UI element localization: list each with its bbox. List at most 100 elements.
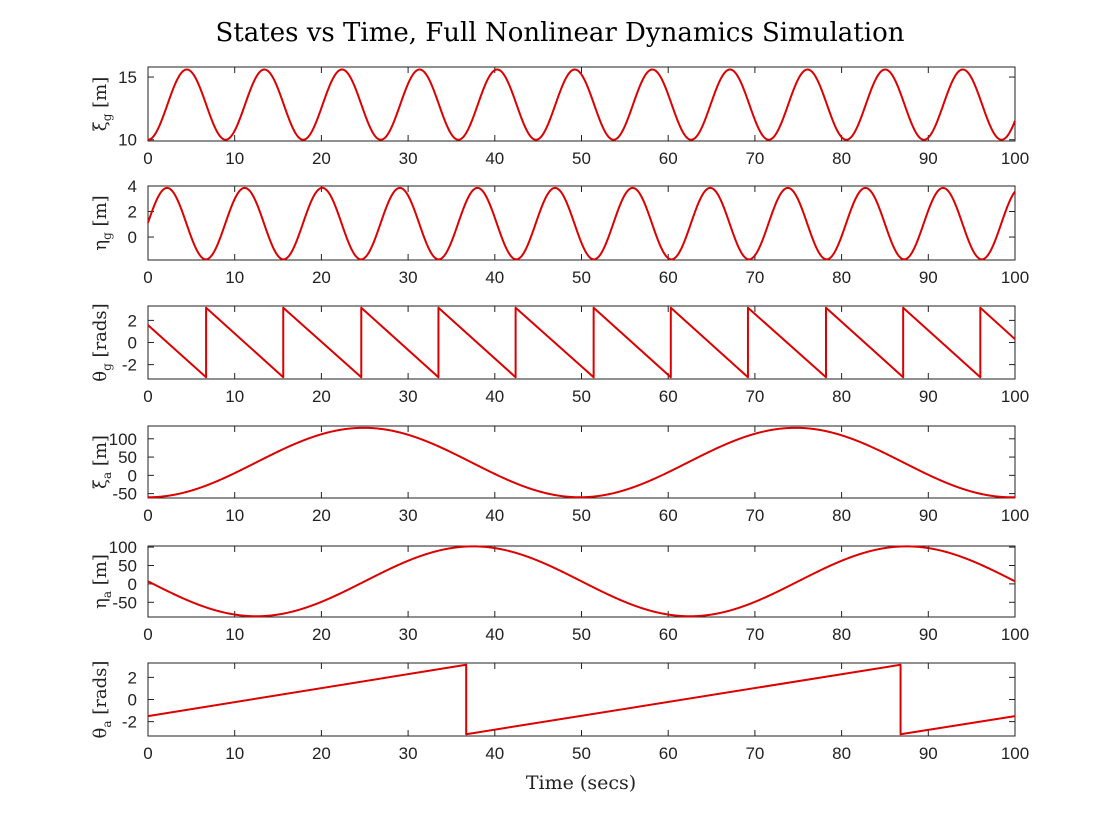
y-tick-label: 0: [128, 691, 137, 710]
y-tick-label: 50: [118, 556, 137, 575]
y-axis-label: ηa [m]: [90, 554, 114, 609]
x-tick-label: 50: [572, 506, 591, 525]
x-tick-label: 30: [399, 625, 418, 644]
y-axis-label: ξg [m]: [90, 77, 114, 131]
y-tick-label: 0: [128, 334, 137, 353]
x-tick-label: 70: [745, 625, 764, 644]
y-tick-label: 15: [118, 68, 137, 87]
x-tick-label: 90: [919, 744, 938, 763]
x-tick-label: 80: [832, 744, 851, 763]
y-tick-label: 50: [118, 448, 137, 467]
x-tick-label: 0: [143, 149, 152, 168]
x-tick-label: 50: [572, 625, 591, 644]
x-tick-label: 80: [832, 625, 851, 644]
x-tick-label: 20: [312, 149, 331, 168]
x-tick-label: 10: [225, 506, 244, 525]
x-tick-label: 70: [745, 268, 764, 287]
x-tick-label: 0: [143, 744, 152, 763]
x-tick-label: 70: [745, 744, 764, 763]
x-tick-label: 30: [399, 744, 418, 763]
x-tick-label: 80: [832, 268, 851, 287]
y-tick-label: 100: [109, 430, 137, 449]
x-tick-label: 60: [659, 506, 678, 525]
x-tick-label: 70: [745, 387, 764, 406]
subplot-4: 0 10 20 30 40 50 60 70 80 90 100-50050100ξa [m]: [90, 426, 1029, 525]
subplot-6: 0 10 20 30 40 50 60 70 80 90 100 -2 0 2 θa [rads]: [90, 661, 1029, 763]
x-tick-label: 0: [143, 268, 152, 287]
x-tick-label: 80: [832, 506, 851, 525]
x-tick-label: 30: [399, 506, 418, 525]
y-tick-label: 0: [128, 228, 137, 247]
x-tick-label: 10: [225, 268, 244, 287]
x-tick-label: 60: [659, 744, 678, 763]
y-tick-label: -2: [122, 356, 137, 375]
subplot-2: 0 10 20 30 40 50 60 70 80 90 100 0 2 4 ηg [m]: [90, 177, 1029, 287]
x-tick-label: 40: [485, 744, 504, 763]
x-tick-label: 90: [919, 387, 938, 406]
x-tick-label: 100: [1001, 268, 1029, 287]
x-tick-label: 40: [485, 149, 504, 168]
y-tick-label: 4: [128, 177, 137, 196]
x-tick-label: 20: [312, 625, 331, 644]
y-tick-label: 100: [109, 538, 137, 557]
x-tick-label: 60: [659, 268, 678, 287]
x-tick-label: 30: [399, 387, 418, 406]
x-tick-label: 100: [1001, 387, 1029, 406]
y-axis-label: θa [rads]: [90, 661, 114, 739]
subplot-3: 0 10 20 30 40 50 60 70 80 90 100 -2 0 2 θg [rads]: [90, 303, 1029, 406]
x-tick-label: 50: [572, 744, 591, 763]
x-tick-label: 50: [572, 149, 591, 168]
x-tick-label: 0: [143, 506, 152, 525]
y-tick-label: 2: [128, 203, 137, 222]
x-tick-label: 60: [659, 149, 678, 168]
y-tick-label: 0: [128, 466, 137, 485]
y-axis-label: ηg [m]: [90, 195, 114, 250]
x-tick-label: 20: [312, 268, 331, 287]
axes-frame: [148, 306, 1015, 379]
x-tick-label: 40: [485, 387, 504, 406]
x-tick-label: 30: [399, 268, 418, 287]
x-tick-label: 60: [659, 387, 678, 406]
x-tick-label: 60: [659, 625, 678, 644]
x-tick-label: 100: [1001, 149, 1029, 168]
x-tick-label: 70: [745, 506, 764, 525]
x-axis-label: Time (secs): [526, 772, 636, 794]
x-tick-label: 90: [919, 268, 938, 287]
x-tick-label: 90: [919, 625, 938, 644]
y-tick-label: -50: [112, 485, 137, 504]
y-tick-label: 2: [128, 668, 137, 687]
y-tick-label: 10: [118, 131, 137, 150]
x-tick-label: 100: [1001, 744, 1029, 763]
y-tick-label: -2: [122, 713, 137, 732]
x-tick-label: 20: [312, 744, 331, 763]
x-tick-label: 50: [572, 268, 591, 287]
x-tick-label: 0: [143, 625, 152, 644]
x-tick-label: 80: [832, 387, 851, 406]
axes-frame: [148, 663, 1015, 736]
x-tick-label: 40: [485, 506, 504, 525]
x-tick-label: 0: [143, 387, 152, 406]
axes-frame: [148, 67, 1015, 141]
x-tick-label: 80: [832, 149, 851, 168]
x-tick-label: 100: [1001, 506, 1029, 525]
y-tick-label: -50: [112, 593, 137, 612]
y-axis-label: ξa [m]: [90, 435, 114, 489]
x-tick-label: 10: [225, 625, 244, 644]
x-tick-label: 20: [312, 387, 331, 406]
y-axis-label: θg [rads]: [90, 303, 114, 381]
figure-title: States vs Time, Full Nonlinear Dynamics …: [216, 18, 905, 48]
axes-frame: [148, 426, 1015, 498]
x-tick-label: 100: [1001, 625, 1029, 644]
y-tick-label: 2: [128, 311, 137, 330]
x-tick-label: 50: [572, 387, 591, 406]
x-tick-label: 90: [919, 149, 938, 168]
x-tick-label: 20: [312, 506, 331, 525]
x-tick-label: 70: [745, 149, 764, 168]
x-tick-label: 40: [485, 625, 504, 644]
x-tick-label: 10: [225, 387, 244, 406]
x-tick-label: 90: [919, 506, 938, 525]
